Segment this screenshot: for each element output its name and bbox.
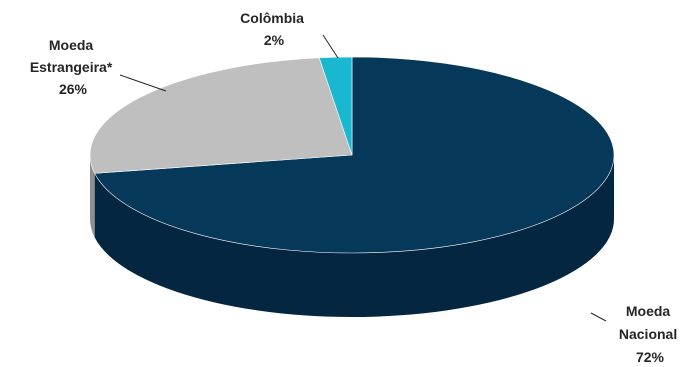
pie-slice-colombia bbox=[318, 56, 353, 156]
pie-top-layer bbox=[89, 56, 615, 254]
slice-value-moeda-estrangeira: 26% bbox=[59, 81, 88, 97]
slice-label-moeda-nacional: Moeda Nacional 72% bbox=[619, 303, 681, 365]
pie-side-moeda-estrangeira-0 bbox=[90, 155, 95, 238]
slice-name-moeda-nacional-line1: Moeda bbox=[626, 303, 671, 319]
slice-name-moeda-nacional-line2: Nacional bbox=[619, 326, 677, 342]
leader-line-colombia bbox=[322, 34, 339, 59]
slice-value-colombia: 2% bbox=[264, 32, 285, 48]
leader-line-moeda-estrangeira bbox=[119, 74, 167, 92]
slice-name-moeda-estrangeira-line2: Estrangeira* bbox=[30, 59, 113, 75]
slice-name-moeda-estrangeira-line1: Moeda bbox=[49, 37, 94, 53]
pie-side-moeda-nacional-0 bbox=[94, 155, 614, 317]
pie-slice-moeda-estrangeira bbox=[89, 57, 353, 174]
slice-label-colombia: Colômbia 2% bbox=[240, 10, 308, 48]
slice-value-moeda-nacional: 72% bbox=[636, 349, 665, 365]
leader-line-moeda-nacional bbox=[590, 312, 607, 322]
pie-slice-moeda-nacional bbox=[94, 56, 615, 254]
slice-name-colombia: Colômbia bbox=[240, 10, 304, 26]
pie-side-layer bbox=[90, 155, 614, 317]
slice-label-moeda-estrangeira: Moeda Estrangeira* 26% bbox=[30, 37, 116, 97]
